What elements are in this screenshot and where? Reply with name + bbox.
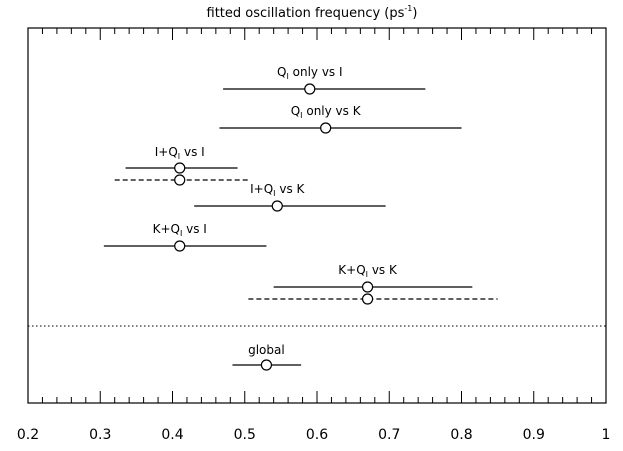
label-subscript: I (178, 152, 180, 161)
label-subscript: I (273, 189, 275, 198)
point-marker (361, 293, 374, 305)
point-marker (361, 281, 374, 293)
chart-title-main: fitted oscillation frequency (ps (207, 6, 405, 21)
point-marker (320, 122, 332, 134)
x-tick-label: 0.7 (378, 427, 400, 443)
point-label: K+QI vs I (153, 222, 207, 238)
point-label: I+QI vs I (155, 145, 205, 161)
x-tick-label: 0.4 (161, 427, 183, 443)
label-text: vs K (368, 263, 398, 277)
label-text: Q (277, 65, 286, 79)
x-tick-label: 0.6 (306, 427, 328, 443)
fit-entry-global: global (232, 343, 302, 371)
label-text: only vs K (303, 104, 362, 118)
label-text: Q (291, 104, 300, 118)
label-subscript: I (366, 270, 368, 279)
label-text: K+Q (153, 222, 180, 236)
label-text: K+Q (338, 263, 365, 277)
chart-title-close: ) (412, 6, 417, 21)
data-points: QI only vs IQI only vs KI+QI vs II+QI vs… (103, 65, 498, 371)
point-marker (271, 200, 283, 212)
point-marker (174, 174, 186, 186)
point-label: K+QI vs K (338, 263, 398, 279)
chart-title: fitted oscillation frequency (ps-1) (207, 4, 418, 21)
point-label: QI only vs I (277, 65, 343, 81)
label-text: only vs I (289, 65, 343, 79)
point-marker (304, 83, 316, 95)
x-tick-label: 0.8 (450, 427, 472, 443)
x-tick-label: 0.9 (523, 427, 545, 443)
fit-entry-5: K+QI vs I (103, 222, 267, 252)
x-tick-label: 0.2 (17, 427, 39, 443)
x-tick-label: 0.5 (234, 427, 256, 443)
label-subscript: I (286, 72, 288, 81)
x-tick-label: 0.3 (89, 427, 111, 443)
point-marker (260, 359, 273, 371)
fit-entry-6: K+QI vs K (248, 263, 498, 305)
axis-tick-labels: 0.2 0.3 0.4 0.5 0.6 0.7 0.8 0.9 1 (17, 427, 611, 443)
axis-ticks (27, 28, 607, 403)
chart-title-unit-sup: -1 (404, 4, 412, 13)
fit-entry-3: I+QI vs I (114, 145, 249, 186)
label-text: global (248, 343, 285, 357)
point-marker (174, 240, 186, 252)
label-subscript: I (180, 229, 182, 238)
point-label: global (248, 343, 285, 357)
label-text: I+Q (250, 182, 273, 196)
point-label: I+QI vs K (250, 182, 305, 198)
label-text: vs I (182, 222, 207, 236)
label-text: I+Q (155, 145, 178, 159)
point-marker (174, 162, 186, 174)
x-tick-label: 1 (602, 427, 611, 443)
fit-entry-4: I+QI vs K (194, 182, 386, 212)
point-label: QI only vs K (291, 104, 362, 120)
label-text: vs K (276, 182, 306, 196)
plot-frame (27, 27, 607, 404)
fit-entry-1: QI only vs I (223, 65, 426, 95)
label-text: vs I (180, 145, 205, 159)
fit-entry-2: QI only vs K (219, 104, 462, 134)
label-subscript: I (300, 111, 302, 120)
